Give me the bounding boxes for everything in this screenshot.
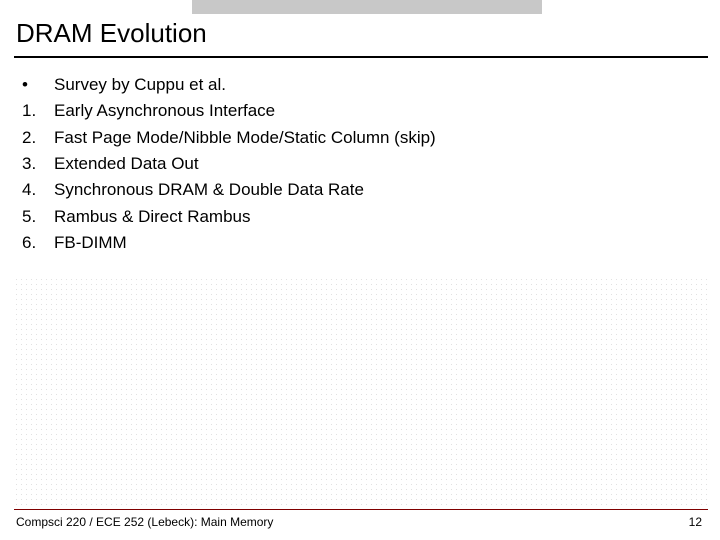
list-item-text: Survey by Cuppu et al. [54, 72, 226, 98]
slide-title: DRAM Evolution [16, 18, 207, 49]
list-item: 2. Fast Page Mode/Nibble Mode/Static Col… [22, 125, 436, 151]
list-item: 4. Synchronous DRAM & Double Data Rate [22, 177, 436, 203]
dot-grid-background [14, 277, 708, 509]
list-item: 5. Rambus & Direct Rambus [22, 204, 436, 230]
list-item: 3. Extended Data Out [22, 151, 436, 177]
list-item-text: Early Asynchronous Interface [54, 98, 275, 124]
list-item: 1. Early Asynchronous Interface [22, 98, 436, 124]
top-decorative-bar [192, 0, 542, 14]
number-marker: 5. [22, 204, 54, 230]
page-number: 12 [689, 515, 702, 529]
number-marker: 3. [22, 151, 54, 177]
list-item-text: Fast Page Mode/Nibble Mode/Static Column… [54, 125, 436, 151]
list-item: • Survey by Cuppu et al. [22, 72, 436, 98]
title-underline [14, 56, 708, 58]
number-marker: 4. [22, 177, 54, 203]
bullet-marker: • [22, 72, 54, 98]
list-item-text: Extended Data Out [54, 151, 199, 177]
number-marker: 6. [22, 230, 54, 256]
number-marker: 1. [22, 98, 54, 124]
list-item: 6. FB-DIMM [22, 230, 436, 256]
list-item-text: Synchronous DRAM & Double Data Rate [54, 177, 364, 203]
list-item-text: Rambus & Direct Rambus [54, 204, 251, 230]
footer-text: Compsci 220 / ECE 252 (Lebeck): Main Mem… [16, 515, 273, 529]
footer-accent-line [14, 509, 708, 510]
number-marker: 2. [22, 125, 54, 151]
slide-content: • Survey by Cuppu et al. 1. Early Asynch… [22, 72, 436, 256]
list-item-text: FB-DIMM [54, 230, 127, 256]
